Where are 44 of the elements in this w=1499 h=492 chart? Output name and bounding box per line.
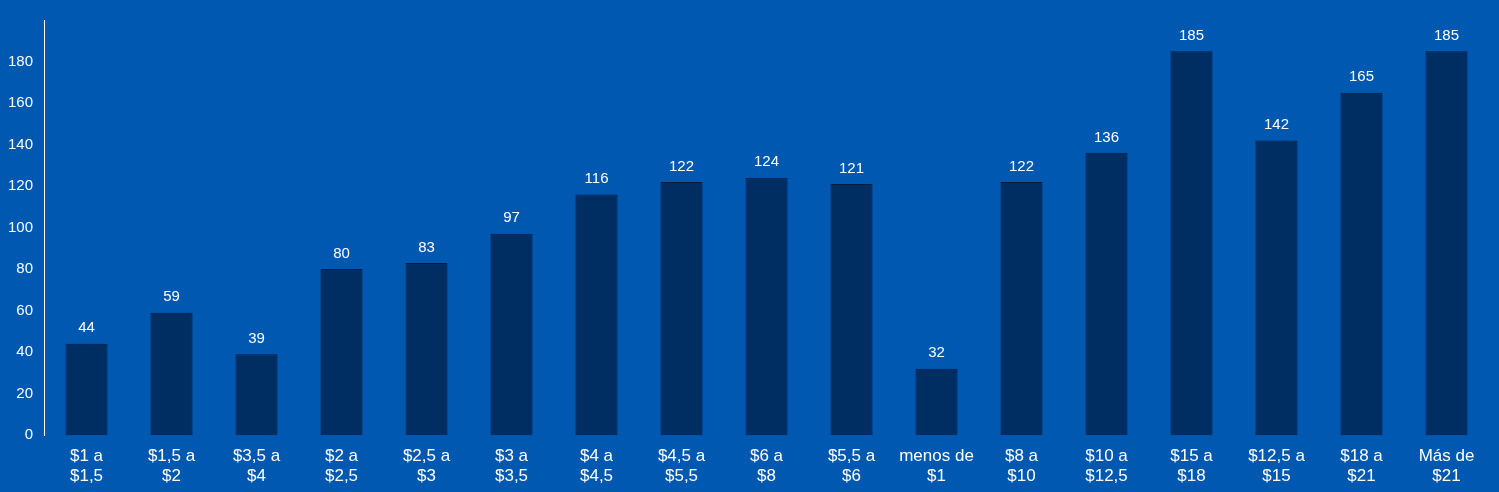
y-tick-label: 160	[8, 93, 34, 111]
data-label: 185	[1433, 25, 1460, 43]
y-tick-label: 0	[24, 425, 34, 443]
x-tick-label: $6 a $8	[749, 446, 784, 486]
y-tick-label: 120	[8, 176, 34, 194]
data-label: 80	[333, 243, 350, 261]
y-tick-label: 40	[16, 342, 34, 360]
data-label: 136	[1093, 127, 1120, 145]
x-tick-label: $1,5 a $2	[147, 446, 196, 486]
x-tick-label: $12,5 a $15	[1248, 446, 1306, 486]
x-tick-label: $4 a $4,5	[579, 446, 614, 486]
x-tick-label: $5,5 a $6	[827, 446, 876, 486]
data-label: 142	[1263, 115, 1290, 133]
data-label: 44	[78, 318, 95, 336]
data-label: 59	[163, 287, 180, 305]
x-tick-label: menos de $1	[899, 446, 974, 486]
x-tick-label: $15 a $18	[1170, 446, 1214, 486]
data-label: 116	[584, 169, 609, 187]
y-tick-label: 80	[16, 259, 34, 277]
x-tick-label: $3 a $3,5	[494, 446, 529, 486]
x-tick-label: Más de $21	[1418, 446, 1475, 486]
data-label: 122	[1008, 156, 1035, 174]
data-label: 122	[669, 156, 695, 174]
data-label: 121	[839, 158, 865, 176]
data-label: 39	[248, 328, 265, 346]
x-tick-label: $10 a $12,5	[1085, 446, 1129, 486]
data-label: 165	[1348, 67, 1375, 85]
data-label: 32	[928, 343, 945, 361]
x-tick-label: $1 a $1,5	[69, 446, 104, 486]
y-tick-label: 60	[16, 300, 34, 318]
x-tick-label: $18 a $21	[1340, 446, 1384, 486]
data-label: 83	[418, 237, 435, 255]
y-tick-label: 180	[8, 51, 34, 69]
data-label: 124	[754, 152, 780, 170]
x-tick-label: $8 a $10	[1004, 446, 1039, 486]
data-label: 97	[503, 208, 520, 226]
y-tick-label: 20	[16, 383, 34, 401]
x-tick-label: $3,5 a $4	[232, 446, 281, 486]
x-tick-label: $2 a $2,5	[324, 446, 359, 486]
y-tick-label: 140	[8, 134, 34, 152]
y-tick-label: 100	[8, 217, 34, 235]
x-tick-label: $4,5 a $5,5	[657, 446, 706, 486]
data-label: 185	[1178, 25, 1205, 43]
x-tick-label: $2,5 a $3	[402, 446, 451, 486]
